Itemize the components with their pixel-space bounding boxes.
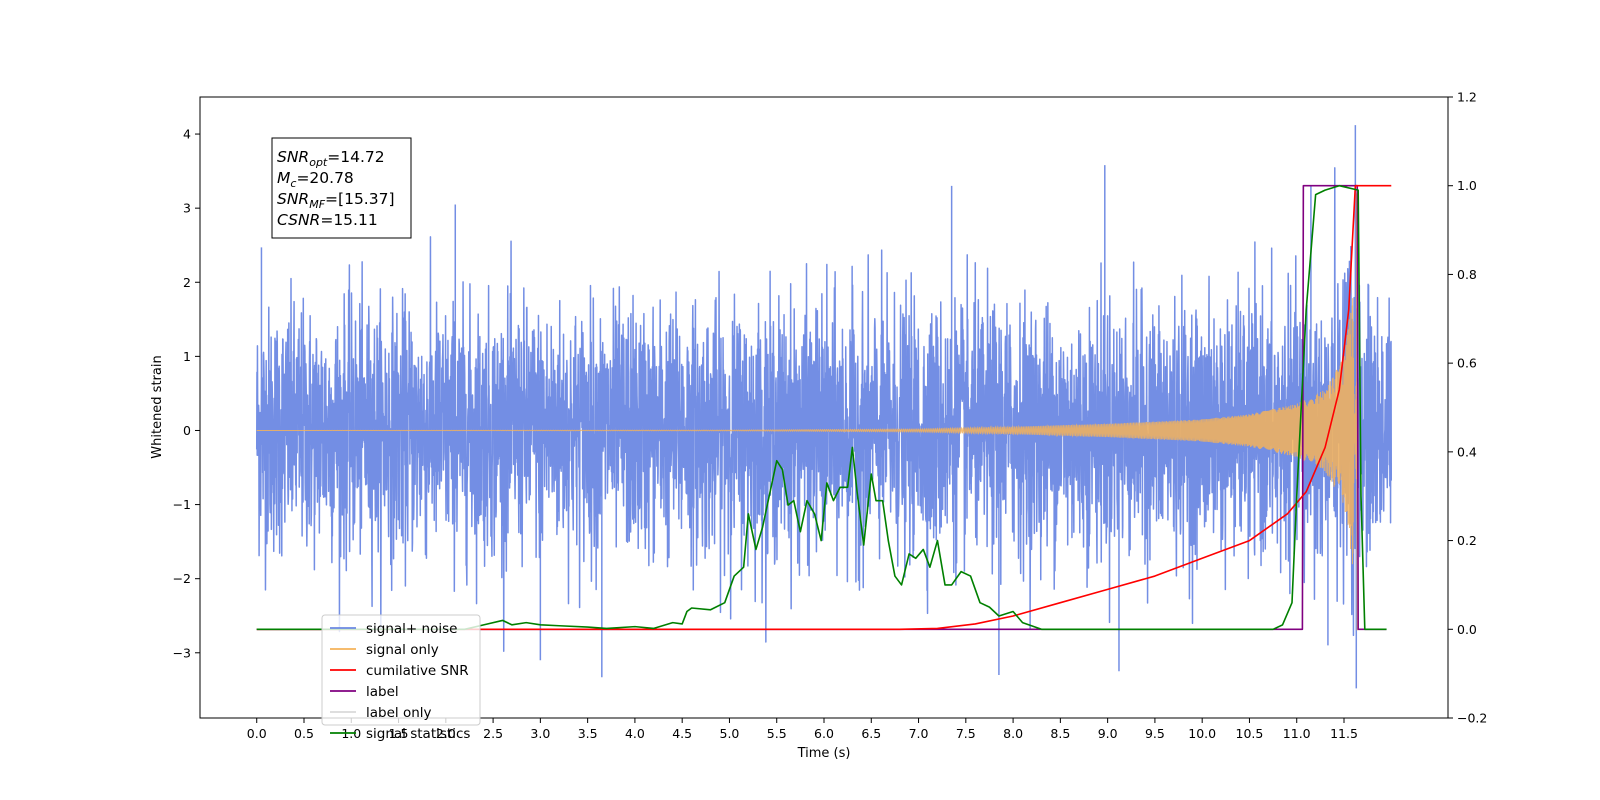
x-tick-label: 0.5 bbox=[294, 726, 314, 741]
y-tick-label: 2 bbox=[183, 275, 191, 290]
series-cumilative-snr bbox=[256, 184, 1392, 631]
y2-tick-label: −0.2 bbox=[1457, 711, 1487, 726]
x-tick-label: 10.5 bbox=[1236, 726, 1264, 741]
y-tick-label: −2 bbox=[173, 571, 191, 586]
legend-label: signal only bbox=[366, 642, 439, 658]
x-tick-label: 8.0 bbox=[1003, 726, 1023, 741]
series-signal-statistics bbox=[256, 184, 1387, 631]
x-tick-label: 6.0 bbox=[814, 726, 834, 741]
x-tick-label: 7.5 bbox=[956, 726, 976, 741]
x-axis-ticks: 0.0 0.5 1.0 1.5 2.0 2.5 3.0 3.5 4.0 4.5 5.0 5.5 6.0 6… bbox=[247, 718, 1358, 741]
y-tick-label: 3 bbox=[183, 201, 191, 216]
y-axis-label: Whitened strain bbox=[150, 355, 165, 458]
legend-label: cumilative SNR bbox=[366, 663, 469, 679]
legend-item: signal statistics bbox=[330, 726, 470, 742]
x-tick-label: 0.0 bbox=[247, 726, 267, 741]
x-tick-label: 9.0 bbox=[1098, 726, 1118, 741]
annotation-line: SNRMF=[15.37] bbox=[277, 190, 395, 211]
legend-item: signal only bbox=[330, 642, 439, 658]
x-tick-label: 8.5 bbox=[1050, 726, 1070, 741]
legend-label: signal statistics bbox=[366, 726, 470, 742]
y-tick-label: 4 bbox=[183, 127, 191, 142]
y-axis-ticks: −3 −2 −1 0 1 2 3 4 bbox=[173, 127, 200, 660]
y-tick-label: −1 bbox=[173, 497, 191, 512]
legend-item: label only bbox=[330, 705, 432, 721]
y2-tick-label: 1.0 bbox=[1457, 178, 1477, 193]
x-tick-label: 1.5 bbox=[389, 726, 409, 741]
annotation-line: Mc=20.78 bbox=[277, 169, 354, 190]
y2-tick-label: 0.6 bbox=[1457, 356, 1477, 371]
legend-item: label bbox=[330, 684, 399, 700]
x-tick-label: 11.0 bbox=[1283, 726, 1311, 741]
legend-label: signal+ noise bbox=[366, 621, 457, 637]
x-tick-label: 6.5 bbox=[861, 726, 881, 741]
legend-label: label only bbox=[366, 705, 432, 721]
y-tick-label: 1 bbox=[183, 349, 191, 364]
legend-label: label bbox=[366, 684, 399, 700]
y2-axis-ticks: −0.2 0.0 0.2 0.4 0.6 0.8 1.0 1.2 bbox=[1448, 90, 1487, 726]
y2-tick-label: 1.2 bbox=[1457, 90, 1477, 105]
y2-tick-label: 0.8 bbox=[1457, 267, 1477, 282]
y2-tick-label: 0.2 bbox=[1457, 533, 1477, 548]
x-tick-label: 11.5 bbox=[1330, 726, 1358, 741]
x-tick-label: 4.0 bbox=[625, 726, 645, 741]
x-tick-label: 9.5 bbox=[1145, 726, 1165, 741]
plot-series bbox=[255, 125, 1393, 689]
x-tick-label: 5.0 bbox=[720, 726, 740, 741]
legend-item: signal+ noise bbox=[330, 621, 457, 637]
y2-tick-label: 0.0 bbox=[1457, 622, 1477, 637]
x-tick-label: 4.5 bbox=[672, 726, 692, 741]
x-axis-label: Time (s) bbox=[797, 746, 851, 761]
x-tick-label: 5.5 bbox=[767, 726, 787, 741]
x-tick-label: 3.0 bbox=[530, 726, 550, 741]
annotation-line: SNRopt=14.72 bbox=[277, 148, 385, 169]
series-signal-noise bbox=[255, 125, 1393, 689]
x-tick-label: 2.0 bbox=[436, 726, 456, 741]
x-tick-label: 7.0 bbox=[909, 726, 929, 741]
legend-item: cumilative SNR bbox=[330, 663, 469, 679]
annotation-box: SNRopt=14.72Mc=20.78SNRMF=[15.37]CSNR=15… bbox=[271, 137, 412, 239]
annotation-line: CSNR=15.11 bbox=[277, 211, 378, 229]
y-tick-label: −3 bbox=[173, 645, 191, 660]
x-tick-label: 10.0 bbox=[1188, 726, 1216, 741]
legend: signal+ noise signal only cumilative SNR la… bbox=[321, 614, 481, 742]
y-tick-label: 0 bbox=[183, 423, 191, 438]
x-tick-label: 3.5 bbox=[578, 726, 598, 741]
y2-tick-label: 0.4 bbox=[1457, 444, 1477, 459]
x-tick-label: 2.5 bbox=[483, 726, 503, 741]
